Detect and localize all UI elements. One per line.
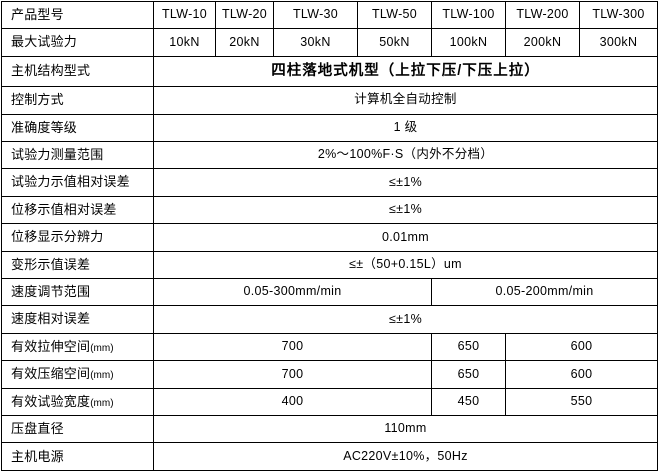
row-label-effective-tensile-space-unit: (mm) xyxy=(90,342,114,354)
row-label-deformation-error: 变形示值误差 xyxy=(1,250,154,280)
row-label-force-relative-error: 试验力示值相对误差 xyxy=(1,168,154,197)
row-label-displacement-resolution: 位移显示分辨力 xyxy=(1,223,154,252)
row-label-effective-tensile-space: 有效拉伸空间(mm) xyxy=(1,332,154,362)
row-label-effective-compression-space: 有效压缩空间(mm) xyxy=(1,360,154,389)
cell-force-relative-error-value: ≤±1% xyxy=(153,168,658,197)
table-row: 速度相对误差 ≤±1% xyxy=(1,305,658,334)
cell-frame-structure-value: 四柱落地式机型（上拉下压/下压上拉） xyxy=(153,55,658,88)
cell-tensile-space-700: 700 xyxy=(153,332,432,362)
row-label-accuracy-grade: 准确度等级 xyxy=(1,113,154,142)
cell-speed-range-high-models: 0.05-200mm/min xyxy=(431,277,658,307)
row-label-effective-test-width: 有效试验宽度(mm) xyxy=(1,387,154,417)
cell-test-width-550: 550 xyxy=(505,387,658,417)
table-row: 最大试验力 10kN 20kN 30kN 50kN 100kN 200kN 30… xyxy=(1,28,658,57)
cell-model-tlw50: TLW-50 xyxy=(357,0,432,30)
table-row: 压盘直径 110mm xyxy=(1,415,658,444)
cell-force-tlw200: 200kN xyxy=(505,28,580,57)
speed-relative-error-text: ≤±1% xyxy=(389,311,422,326)
table-row: 位移显示分辨力 0.01mm xyxy=(1,223,658,252)
row-label-displacement-relative-error: 位移示值相对误差 xyxy=(1,195,154,225)
table-row: 有效压缩空间(mm) 700 650 600 xyxy=(1,360,658,389)
row-label-power-supply: 主机电源 xyxy=(1,442,154,471)
cell-model-tlw10: TLW-10 xyxy=(153,0,216,30)
row-label-frame-structure: 主机结构型式 xyxy=(1,55,154,88)
cell-force-tlw100: 100kN xyxy=(431,28,506,57)
cell-model-tlw300: TLW-300 xyxy=(579,0,658,30)
cell-force-tlw20: 20kN xyxy=(215,28,274,57)
cell-compression-space-600: 600 xyxy=(505,360,658,389)
row-label-platen-diameter: 压盘直径 xyxy=(1,415,154,444)
table-row: 产品型号 TLW-10 TLW-20 TLW-30 TLW-50 TLW-100… xyxy=(1,0,658,30)
cell-compression-space-700: 700 xyxy=(153,360,432,389)
table-row: 速度调节范围 0.05-300mm/min 0.05-200mm/min xyxy=(1,277,658,307)
table-row: 试验力示值相对误差 ≤±1% xyxy=(1,168,658,197)
row-label-control-mode: 控制方式 xyxy=(1,86,154,115)
cell-speed-relative-error-value: ≤±1% xyxy=(153,305,658,334)
cell-platen-diameter-value: 110mm xyxy=(153,415,658,444)
cell-power-supply-value: AC220V±10%，50Hz xyxy=(153,442,658,471)
cell-displacement-resolution-value: 0.01mm xyxy=(153,223,658,252)
cell-model-tlw200: TLW-200 xyxy=(505,0,580,30)
cell-tensile-space-600: 600 xyxy=(505,332,658,362)
row-label-effective-compression-space-text: 有效压缩空间 xyxy=(11,366,91,382)
cell-accuracy-grade-value: 1 级 xyxy=(153,113,658,142)
table-row: 准确度等级 1 级 xyxy=(1,113,658,142)
row-label-effective-test-width-text: 有效试验宽度 xyxy=(11,393,91,409)
cell-deformation-error-value: ≤±（50+0.15L）um xyxy=(153,250,658,280)
table-row: 控制方式 计算机全自动控制 xyxy=(1,86,658,115)
table-row: 有效试验宽度(mm) 400 450 550 xyxy=(1,387,658,417)
cell-displacement-relative-error-value: ≤±1% xyxy=(153,195,658,225)
table-row: 有效拉伸空间(mm) 700 650 600 xyxy=(1,332,658,362)
row-label-effective-compression-space-unit: (mm) xyxy=(90,370,114,382)
cell-model-tlw20: TLW-20 xyxy=(215,0,274,30)
table-row: 位移示值相对误差 ≤±1% xyxy=(1,195,658,225)
table-row: 试验力测量范围 2%～100%F·S（内外不分档） xyxy=(1,140,658,170)
row-label-force-measuring-range: 试验力测量范围 xyxy=(1,140,154,170)
cell-test-width-450: 450 xyxy=(431,387,506,417)
cell-test-width-400: 400 xyxy=(153,387,432,417)
row-label-speed-range: 速度调节范围 xyxy=(1,277,154,307)
row-label-speed-relative-error: 速度相对误差 xyxy=(1,305,154,334)
table-row: 主机结构型式 四柱落地式机型（上拉下压/下压上拉） xyxy=(1,55,658,88)
cell-force-tlw30: 30kN xyxy=(273,28,358,57)
cell-force-tlw10: 10kN xyxy=(153,28,216,57)
cell-force-tlw300: 300kN xyxy=(579,28,658,57)
cell-model-tlw30: TLW-30 xyxy=(273,0,358,30)
table-row: 变形示值误差 ≤±（50+0.15L）um xyxy=(1,250,658,280)
row-label-effective-tensile-space-text: 有效拉伸空间 xyxy=(11,338,91,354)
row-label-effective-test-width-unit: (mm) xyxy=(90,397,114,409)
cell-force-measuring-range-value: 2%～100%F·S（内外不分档） xyxy=(153,140,658,170)
cell-tensile-space-650: 650 xyxy=(431,332,506,362)
cell-control-mode-value: 计算机全自动控制 xyxy=(153,86,658,115)
cell-speed-range-low-models: 0.05-300mm/min xyxy=(153,277,432,307)
row-label-max-test-force: 最大试验力 xyxy=(1,28,154,57)
cell-model-tlw100: TLW-100 xyxy=(431,0,506,30)
cell-compression-space-650: 650 xyxy=(431,360,506,389)
table-row: 主机电源 AC220V±10%，50Hz xyxy=(1,442,658,471)
row-label-product-model: 产品型号 xyxy=(1,0,154,30)
cell-force-tlw50: 50kN xyxy=(357,28,432,57)
